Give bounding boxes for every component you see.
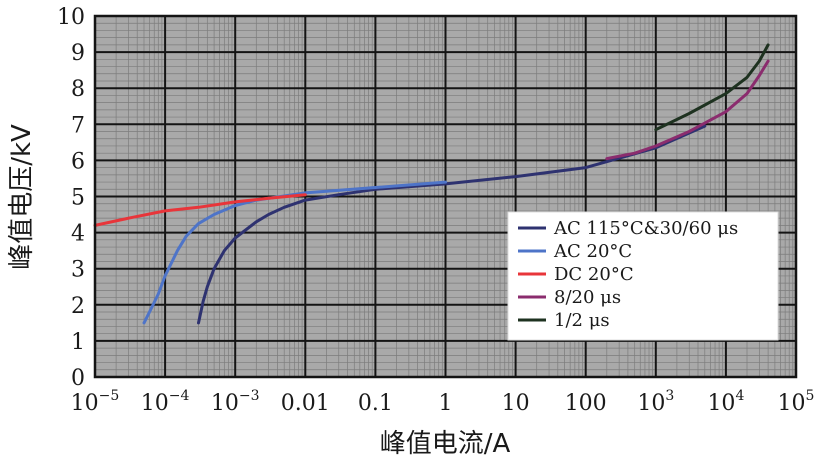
x-tick-label: 10−5	[71, 388, 120, 416]
x-tick-label: 0.01	[281, 391, 330, 416]
x-tick-label: 10−4	[141, 388, 190, 416]
y-tick-label: 4	[71, 222, 85, 247]
y-tick-label: 0	[71, 366, 85, 391]
y-tick-label: 2	[71, 294, 85, 319]
legend-label-5: 1/2 μs	[554, 310, 610, 331]
y-tick-label: 5	[71, 186, 85, 211]
x-tick-label: 0.1	[358, 391, 393, 416]
legend-label-1: AC 115°C&30/60 μs	[553, 218, 738, 239]
x-tick-label: 1	[439, 391, 453, 416]
y-tick-label: 8	[71, 77, 85, 102]
x-tick-label: 104	[707, 388, 744, 416]
series-line-1	[197, 124, 707, 325]
x-tick-label: 10−3	[211, 388, 260, 416]
y-axis-title: 峰值电压/kV	[7, 124, 37, 270]
y-tick-label: 6	[71, 149, 85, 174]
x-axis-title: 峰值电流/A	[380, 429, 511, 459]
y-tick-label: 1	[71, 330, 85, 355]
legend-label-4: 8/20 μs	[554, 287, 621, 308]
x-tick-label: 103	[637, 388, 674, 416]
legend-box	[507, 211, 779, 341]
plot-frame	[93, 14, 798, 379]
series-line-3	[93, 193, 307, 227]
legend-label-2: AC 20°C	[553, 241, 632, 262]
y-tick-label: 9	[71, 41, 85, 66]
y-tick-label: 3	[71, 258, 85, 283]
y-tick-label: 10	[57, 5, 85, 30]
x-tick-label: 100	[565, 391, 607, 416]
y-tick-label: 7	[71, 113, 85, 138]
series-line-5	[654, 43, 770, 132]
series-line-2	[142, 180, 447, 325]
series-line-4	[605, 59, 770, 161]
legend-label-3: DC 20°C	[554, 264, 634, 285]
x-tick-label: 105	[778, 388, 815, 416]
x-tick-label: 10	[502, 391, 530, 416]
